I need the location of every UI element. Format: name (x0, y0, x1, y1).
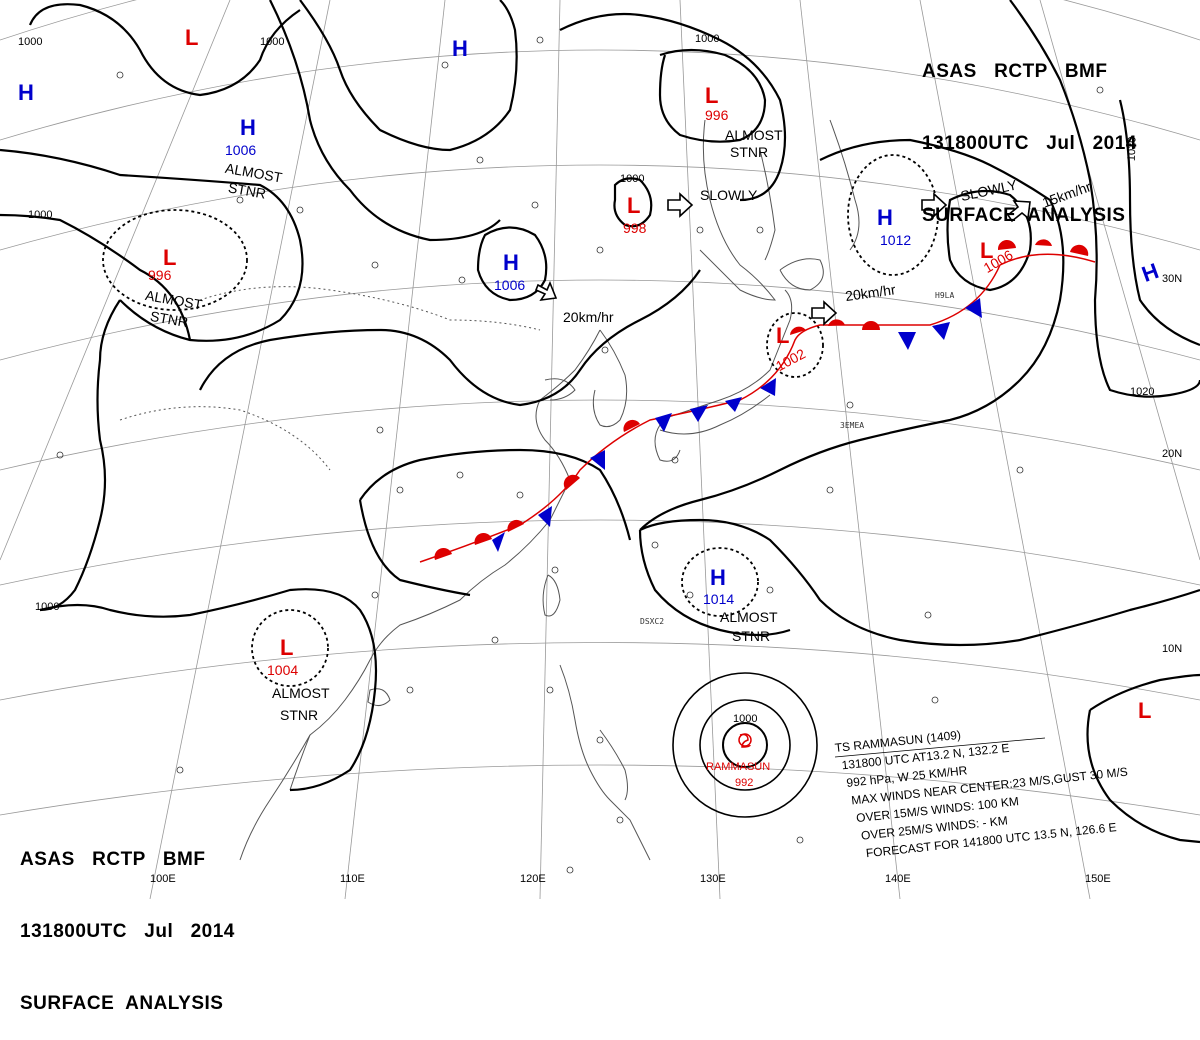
header-line-3: SURFACE ANALYSIS (20, 992, 235, 1016)
low-value: 1004 (267, 662, 298, 678)
high-center: H (240, 115, 256, 140)
note: ALMOST (725, 127, 783, 143)
high-value: 1012 (880, 232, 911, 248)
isobar-label: 1000 (18, 36, 42, 48)
low-center: L (705, 83, 718, 108)
typhoon-name: RAMMASUN (706, 761, 770, 773)
isobar-label: 1000 (35, 601, 59, 613)
lon-label: 150E (1085, 873, 1111, 885)
note: SLOWLY (700, 187, 758, 203)
lat-label: 20N (1162, 448, 1182, 460)
high-value: 1014 (703, 591, 734, 607)
high-center: H (18, 80, 34, 105)
station-id: DSXC2 (640, 617, 664, 626)
note: STNR (732, 628, 770, 644)
typhoon-isobar-label: 1000 (733, 713, 757, 725)
header-bottom-left: ASAS RCTP BMF 131800UTC Jul 2014 SURFACE… (20, 800, 235, 1040)
lat-label: 10N (1162, 643, 1182, 655)
high-value: 1006 (225, 142, 256, 158)
isobar-label: 1000 (620, 173, 644, 185)
low-value: 996 (705, 107, 729, 123)
lon-label: 110E (340, 873, 365, 885)
note: STNR (280, 707, 318, 723)
isobar-label: 1000 (260, 36, 284, 48)
isobar-label: 1020 (1130, 386, 1154, 398)
header-line-1: ASAS RCTP BMF (20, 848, 235, 872)
low-value: 998 (623, 220, 647, 236)
high-center: H (503, 250, 519, 275)
low-center: L (627, 193, 640, 218)
isobar-label: 1000 (28, 209, 52, 221)
lat-label: 30N (1162, 273, 1182, 285)
station-id: H9LA (935, 291, 954, 300)
high-center: H (710, 565, 726, 590)
note: STNR (730, 144, 768, 160)
header-line-2: 131800UTC Jul 2014 (20, 920, 235, 944)
isobar-label: 1000 (695, 33, 719, 45)
header-line-1: ASAS RCTP BMF (922, 60, 1137, 84)
header-top-right: ASAS RCTP BMF 131800UTC Jul 2014 SURFACE… (922, 12, 1137, 252)
high-value: 1006 (494, 277, 525, 293)
station-id: 3EMEA (840, 421, 864, 430)
low-center: L (280, 635, 293, 660)
high-center: H (877, 205, 893, 230)
high-center: H (452, 36, 468, 61)
lon-label: 130E (700, 873, 726, 885)
lon-label: 120E (520, 873, 546, 885)
low-value: 996 (148, 267, 172, 283)
low-center: L (776, 323, 789, 348)
header-line-2: 131800UTC Jul 2014 (922, 132, 1137, 156)
low-center: L (185, 25, 198, 50)
note: ALMOST (720, 609, 778, 625)
note: ALMOST (272, 685, 330, 701)
note: 20km/hr (563, 309, 614, 325)
typhoon-pressure: 992 (735, 777, 753, 789)
header-line-3: SURFACE ANALYSIS (922, 204, 1137, 228)
lon-label: 140E (885, 873, 911, 885)
low-center: L (1138, 698, 1151, 723)
